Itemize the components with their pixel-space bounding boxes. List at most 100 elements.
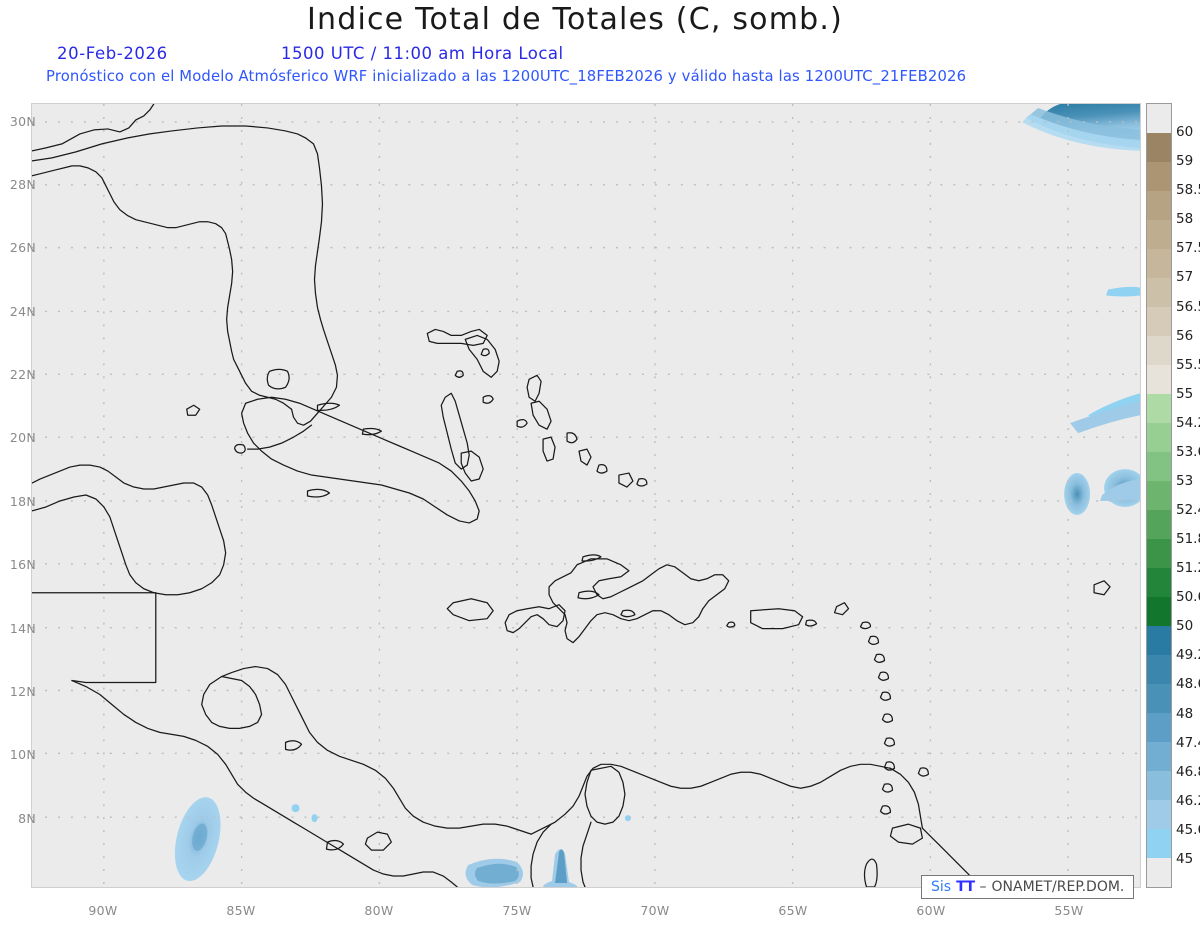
colorbar-tick-60: 60: [1176, 124, 1194, 141]
colorbar-segment-4: [1147, 220, 1171, 249]
contour-pacific-core: [192, 823, 208, 851]
coastline-gulf-north: [32, 104, 155, 152]
coastline-eleuthera: [526, 374, 542, 402]
colorbar-segment-3: [1147, 191, 1171, 220]
attribution-tt: TT: [956, 879, 975, 895]
coastline-cat-island: [530, 400, 552, 430]
coastline-andros: [440, 392, 470, 470]
subtitle-row: 20-Feb-2026 1500 UTC / 11:00 am Hora Loc…: [0, 44, 1150, 66]
colorbar-segment-15: [1147, 539, 1171, 568]
coastline-abaco: [464, 334, 500, 378]
colorbar-tick-47-4: 47.4: [1176, 734, 1200, 751]
coastline-guadeloupe: [879, 691, 892, 701]
contour-ne-plume-edge: [1022, 113, 1140, 151]
coastline-panama-bight: [364, 831, 392, 851]
coastline-isla-juventud: [306, 488, 331, 498]
coastline-gulf-nicoya: [325, 839, 345, 851]
coastline-far-east-islet: [1093, 580, 1111, 596]
colorbar-segment-8: [1147, 336, 1171, 365]
coastline-new-providence: [460, 450, 484, 482]
colorbar-tick-52-4: 52.4: [1176, 502, 1200, 519]
y-tick-26n: 26N: [9, 240, 36, 255]
coastline-tortuga: [581, 554, 602, 562]
colorbar-tick-48: 48: [1176, 705, 1194, 722]
coastline-tampa-bay: [186, 404, 201, 416]
x-tick-90w: 90W: [88, 903, 118, 918]
coastline-bahama-islet-e: [566, 432, 578, 444]
coastline-mayaguana: [596, 464, 608, 474]
y-tick-22n: 22N: [9, 367, 36, 382]
x-tick-75w: 75W: [502, 903, 532, 918]
colorbar[interactable]: [1146, 103, 1172, 888]
coastline-grand-bahama: [426, 328, 488, 347]
coastline-bay-of-honduras: [201, 675, 263, 730]
x-tick-60w: 60W: [916, 903, 946, 918]
coastline-key-west: [234, 443, 246, 454]
colorbar-segment-18: [1147, 626, 1171, 655]
coastline-hispaniola: [548, 558, 730, 644]
coastline-jamaica: [446, 598, 494, 622]
coastline-florida-keys: [246, 424, 313, 450]
colorbar-tick-50: 50: [1176, 618, 1194, 635]
colorbar-tick-55-5: 55.5: [1176, 356, 1200, 373]
colorbar-segment-24: [1147, 800, 1171, 829]
colorbar-tick-56: 56: [1176, 327, 1194, 344]
coastline-inland-water: [863, 858, 878, 887]
x-tick-80w: 80W: [364, 903, 394, 918]
colorbar-segment-22: [1147, 742, 1171, 771]
colorbar-segment-7: [1147, 307, 1171, 336]
colorbar-segment-0: [1147, 104, 1171, 133]
map-plot-area[interactable]: [31, 103, 1141, 888]
colorbar-tick-50-6: 50.6: [1176, 589, 1200, 606]
coastline-virgin-islands: [833, 602, 850, 616]
forecast-time: 1500 UTC / 11:00 am Hora Local: [281, 44, 564, 63]
colorbar-segment-1: [1147, 133, 1171, 162]
colorbar-tick-46-8: 46.8: [1176, 763, 1200, 780]
coastline-dominica: [881, 713, 894, 723]
coastlines: [32, 104, 1111, 887]
colorbar-tick-45-6: 45.6: [1176, 821, 1200, 838]
colorbar-tick-51-8: 51.8: [1176, 531, 1200, 548]
coastline-central-america-pacific: [71, 679, 458, 887]
colorbar-segment-16: [1147, 568, 1171, 597]
colorbar-tick-56-5: 56.5: [1176, 298, 1200, 315]
y-tick-30n: 30N: [9, 114, 36, 129]
coastline-st-lucia: [883, 761, 896, 771]
colorbar-segment-10: [1147, 394, 1171, 423]
attribution-org: ONAMET/REP.DOM.: [991, 879, 1125, 895]
coastline-st-martin: [867, 635, 880, 645]
colorbar-tick-54-2: 54.2: [1176, 414, 1200, 431]
coastline-florida-west-panhandle: [304, 137, 324, 253]
y-tick-20n: 20N: [9, 430, 36, 445]
y-tick-28n: 28N: [9, 177, 36, 192]
coastline-trinidad: [889, 823, 924, 845]
colorbar-segment-25: [1147, 829, 1171, 858]
colorbar-tick-57-5: 57.5: [1176, 240, 1200, 257]
coastline-crooked-island: [578, 448, 592, 466]
contour-cell-west: [1064, 473, 1091, 515]
coastline-martinique: [883, 737, 896, 747]
coastline-haiti-south-peninsula: [504, 604, 566, 634]
coastline-cuba: [240, 396, 480, 524]
colorbar-segment-26: [1147, 858, 1171, 887]
coastline-lake-maracaibo: [584, 765, 626, 825]
colorbar-tick-55: 55: [1176, 385, 1194, 402]
coastline-barbados: [917, 767, 930, 777]
colorbar-segment-6: [1147, 278, 1171, 307]
x-tick-65w: 65W: [778, 903, 808, 918]
colorbar-segment-14: [1147, 510, 1171, 539]
coastline-vieques: [804, 619, 818, 627]
y-tick-16n: 16N: [9, 557, 36, 572]
colorbar-segment-11: [1147, 423, 1171, 452]
contour-ne-band-b: [1070, 401, 1140, 434]
contour-fleck-a: [291, 804, 300, 813]
attribution-sis: Sis: [931, 879, 952, 895]
coastline-central-america-caribbean: [221, 665, 532, 835]
header: Indice Total de Totales (C, somb.) 20-Fe…: [0, 0, 1200, 95]
colorbar-segment-17: [1147, 597, 1171, 626]
coastline-anguilla: [859, 621, 872, 630]
coastline-long-island: [542, 436, 556, 462]
map-gridlines: [32, 104, 1140, 887]
coastline-gulf-louisiana: [32, 125, 307, 162]
